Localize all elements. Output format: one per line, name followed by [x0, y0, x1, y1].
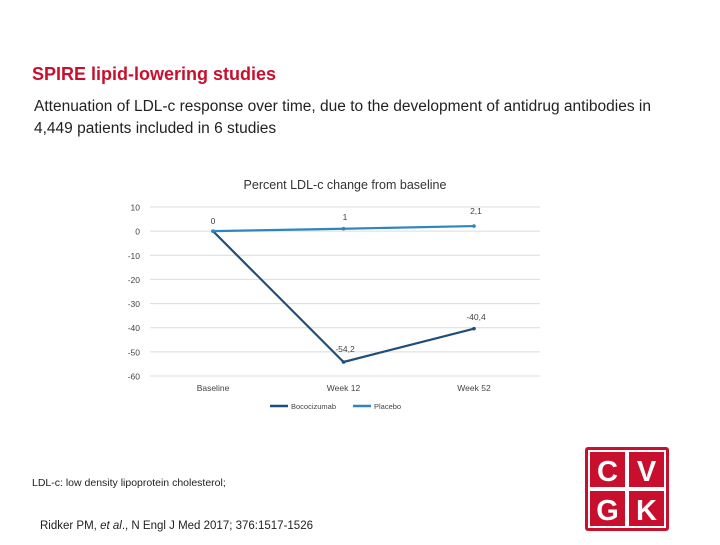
- chart-title: Percent LDL-c change from baseline: [244, 178, 447, 192]
- data-point: [341, 360, 346, 364]
- logo-cell: [588, 489, 627, 528]
- y-tick-label: -30: [128, 299, 141, 309]
- logo-cell: [588, 450, 627, 489]
- y-tick-label: -60: [128, 372, 141, 382]
- cvgk-logo: C V G K: [585, 447, 669, 531]
- y-tick-label: -10: [128, 251, 141, 261]
- data-point: [472, 224, 476, 228]
- data-label: -54,2: [335, 344, 355, 354]
- logo-letter: G: [596, 495, 619, 527]
- logo-cell: [627, 489, 666, 528]
- x-tick-label: Week 52: [457, 383, 491, 393]
- legend-label: Bococizumab: [291, 402, 336, 411]
- citation-et-al: et al: [100, 520, 122, 532]
- logo-letter: K: [636, 495, 657, 527]
- data-point: [341, 226, 346, 231]
- citation: Ridker PM, et al., N Engl J Med 2017; 37…: [40, 520, 313, 532]
- y-tick-label: -20: [128, 275, 141, 285]
- y-tick-label: 0: [135, 227, 140, 237]
- logo-cell: [627, 450, 666, 489]
- series-line: [212, 230, 475, 364]
- slide-subtitle: Attenuation of LDL-c response over time,…: [34, 98, 651, 137]
- data-label: -40,4: [466, 312, 486, 322]
- legend-label: Placebo: [374, 402, 401, 411]
- x-tick-label: Baseline: [197, 383, 230, 393]
- logo-letter: C: [597, 456, 618, 488]
- x-tick-label: Week 12: [327, 383, 361, 393]
- logo-letter: V: [637, 456, 657, 488]
- citation-suffix: ., N Engl J Med 2017; 376:1517-1526: [121, 520, 313, 532]
- data-point: [211, 229, 215, 233]
- footnote: LDL-c: low density lipoprotein cholester…: [32, 477, 226, 489]
- y-tick-label: -40: [128, 323, 141, 333]
- data-label: 0: [211, 216, 216, 226]
- data-label: 2,1: [470, 206, 482, 216]
- y-tick-label: -50: [128, 347, 141, 357]
- citation-prefix: Ridker PM,: [40, 520, 101, 532]
- data-point: [472, 326, 476, 331]
- slide-title: SPIRE lipid-lowering studies: [32, 64, 277, 84]
- cvgk-logo-svg: C V G K: [585, 447, 669, 531]
- y-tick-label: 10: [131, 203, 141, 213]
- data-label: 1: [343, 212, 348, 222]
